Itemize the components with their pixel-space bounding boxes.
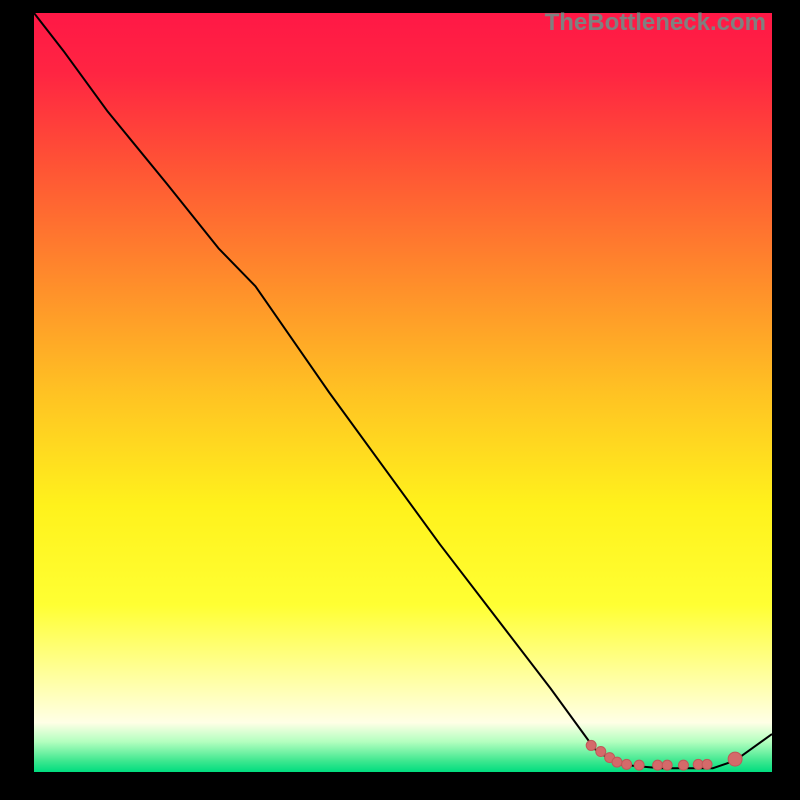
plot-area: TheBottleneck.com — [34, 13, 772, 772]
marker-point — [612, 757, 622, 767]
marker-series — [34, 13, 772, 772]
marker-point — [622, 759, 632, 769]
marker-point — [596, 747, 606, 757]
marker-point — [586, 740, 596, 750]
marker-point — [728, 752, 742, 766]
marker-point — [634, 760, 644, 770]
marker-point — [653, 760, 663, 770]
chart-container: TheBottleneck.com — [0, 0, 800, 800]
marker-point — [662, 760, 672, 770]
marker-point — [702, 759, 712, 769]
marker-point — [678, 760, 688, 770]
